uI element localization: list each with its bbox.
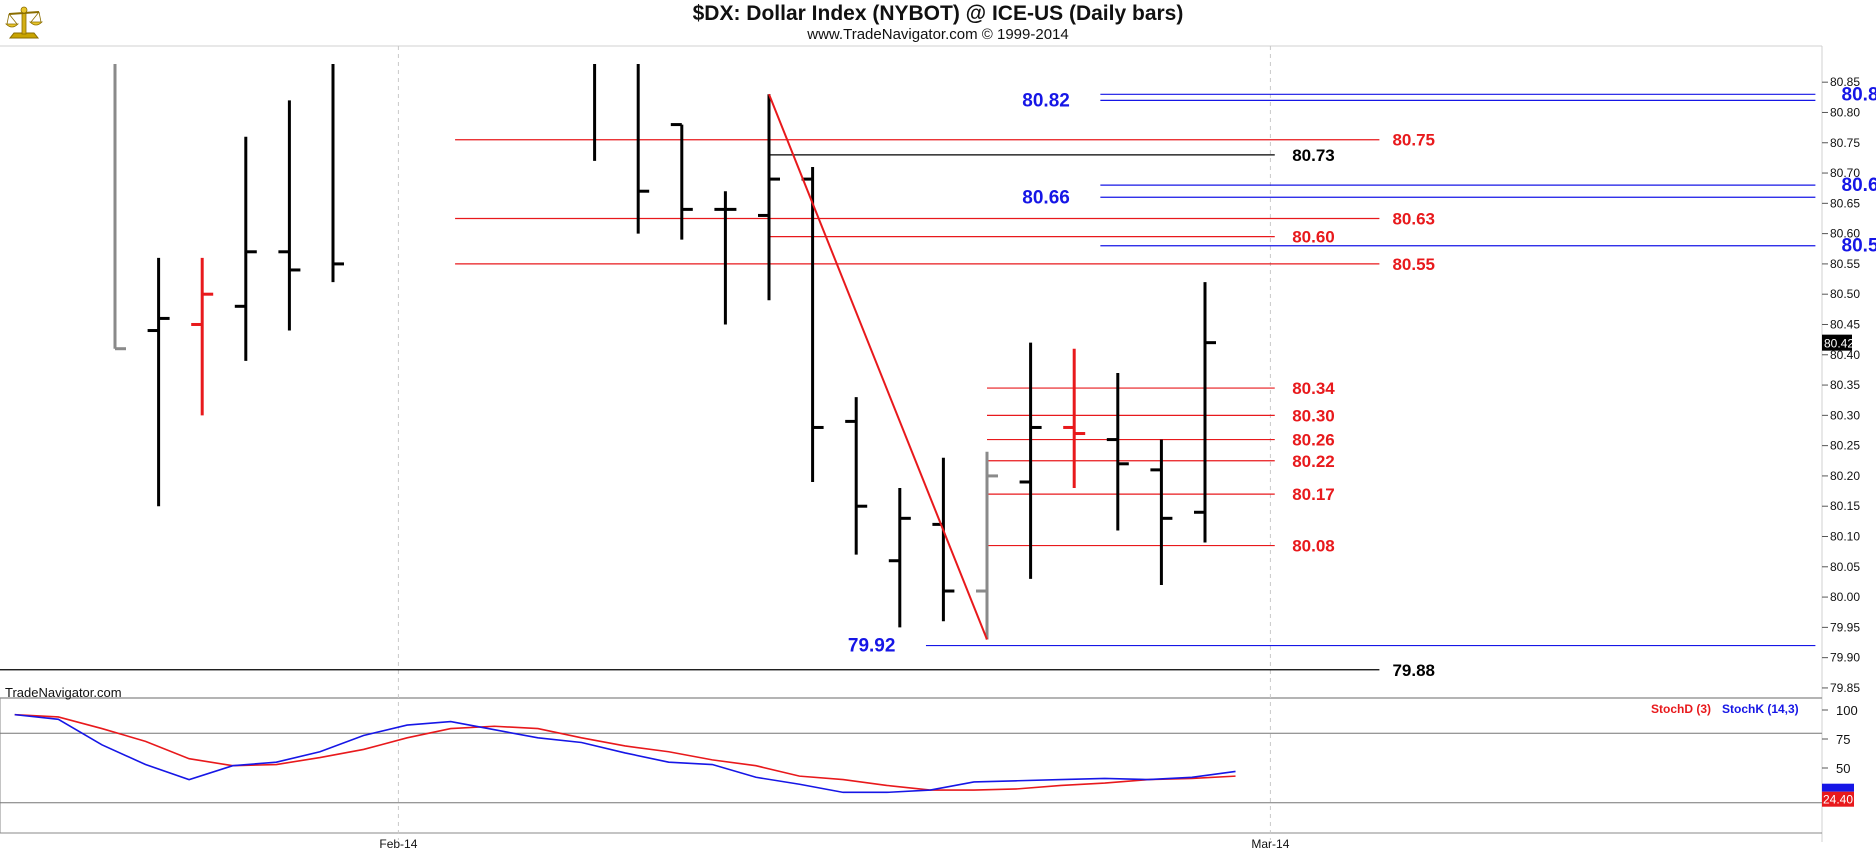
price-tick-label: 80.05 bbox=[1830, 560, 1860, 574]
price-tick-label: 80.25 bbox=[1830, 439, 1860, 453]
stochastic-panel: 100 75 50 StochD (3) StochK (14,3) 24.40 bbox=[0, 702, 1858, 807]
price-tick-label: 80.45 bbox=[1830, 317, 1860, 331]
level-label: 80.22 bbox=[1292, 452, 1335, 471]
level-label: 80.55 bbox=[1392, 255, 1435, 274]
legend-stochd: StochD (3) bbox=[1651, 702, 1711, 716]
balance-scale-logo-icon bbox=[5, 6, 43, 39]
price-tick-label: 79.90 bbox=[1830, 651, 1860, 665]
price-tick-label: 80.15 bbox=[1830, 499, 1860, 513]
price-tick-label: 80.10 bbox=[1830, 530, 1860, 544]
oscillator-stochk-tag bbox=[1822, 783, 1854, 792]
trendline bbox=[768, 93, 988, 640]
price-tick-label: 79.85 bbox=[1830, 681, 1860, 695]
oscillator-tick-label: 75 bbox=[1836, 732, 1850, 747]
price-axis: 79.85 79.90 79.95 80.00 80.05 80.10 80.15 80.20… bbox=[1822, 75, 1860, 695]
price-tick-label: 80.75 bbox=[1830, 136, 1860, 150]
level-label: 80.58 bbox=[1842, 236, 1876, 257]
date-axis: Feb-14 Mar-14 bbox=[379, 837, 1289, 851]
oscillator-tick-label: 50 bbox=[1836, 761, 1850, 776]
legend-stochk: StochK (14,3) bbox=[1722, 702, 1799, 716]
price-tick-label: 80.35 bbox=[1830, 378, 1860, 392]
chart-subtitle: www.TradeNavigator.com © 1999-2014 bbox=[807, 26, 1069, 43]
oscillator-value-tag bbox=[1822, 791, 1854, 807]
level-label: 80.17 bbox=[1292, 485, 1335, 504]
price-bars-layer bbox=[113, 64, 1216, 640]
stochastic-series-line bbox=[14, 713, 1236, 791]
level-label: 80.63 bbox=[1392, 209, 1435, 228]
level-label: 80.26 bbox=[1292, 431, 1335, 450]
level-label: 79.88 bbox=[1392, 661, 1435, 680]
level-label: 80.68 bbox=[1842, 175, 1876, 196]
price-tick-label: 80.85 bbox=[1830, 75, 1860, 89]
price-tick-label: 80.55 bbox=[1830, 257, 1860, 271]
price-tick-label: 80.60 bbox=[1830, 227, 1860, 241]
oscillator-tick-label: 100 bbox=[1836, 703, 1858, 718]
last-price-tag bbox=[1822, 334, 1852, 351]
watermark: TradeNavigator.com bbox=[5, 685, 122, 700]
last-price-label: 80.42 bbox=[1824, 337, 1854, 351]
level-label: 80.30 bbox=[1292, 406, 1335, 425]
price-tick-label: 80.65 bbox=[1830, 196, 1860, 210]
chart-header: $DX: Dollar Index (NYBOT) @ ICE-US (Dail… bbox=[0, 0, 1876, 46]
stochastic-series-line bbox=[14, 713, 1236, 794]
chart-title: $DX: Dollar Index (NYBOT) @ ICE-US (Dail… bbox=[692, 2, 1184, 25]
price-tick-label: 80.30 bbox=[1830, 408, 1860, 422]
level-label: 80.82 bbox=[1022, 90, 1070, 111]
price-tick-label: 79.95 bbox=[1830, 620, 1860, 634]
level-label: 80.83 bbox=[1842, 84, 1876, 105]
level-label: 80.66 bbox=[1022, 187, 1070, 208]
level-label: 80.08 bbox=[1292, 537, 1335, 556]
price-tick-label: 80.50 bbox=[1830, 287, 1860, 301]
price-tick-label: 80.70 bbox=[1830, 166, 1860, 180]
price-tick-label: 80.20 bbox=[1830, 469, 1860, 483]
level-label: 80.75 bbox=[1392, 131, 1435, 150]
date-tick-label: Mar-14 bbox=[1251, 837, 1289, 851]
level-label: 80.34 bbox=[1292, 379, 1335, 398]
levels-layer: 80.82 80.83 80.75 80.73 80.66 80.68 80.63 80.60… bbox=[0, 84, 1876, 680]
price-tick-label: 80.80 bbox=[1830, 105, 1860, 119]
price-tick-label: 80.00 bbox=[1830, 590, 1860, 604]
date-tick-label: Feb-14 bbox=[379, 837, 417, 851]
level-label: 79.92 bbox=[848, 636, 896, 657]
oscillator-last-value: 24.40 bbox=[1823, 793, 1853, 807]
level-label: 80.60 bbox=[1292, 228, 1335, 247]
trendline-layer bbox=[768, 93, 988, 640]
level-label: 80.73 bbox=[1292, 146, 1335, 165]
price-tick-label: 80.40 bbox=[1830, 348, 1860, 362]
